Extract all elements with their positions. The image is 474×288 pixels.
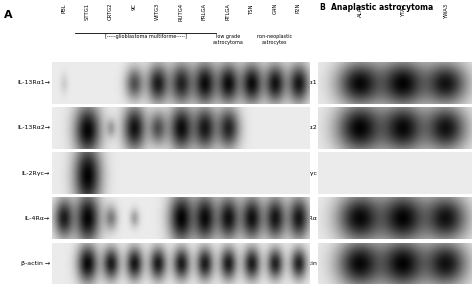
Text: IL-13Rα2: IL-13Rα2 <box>289 125 317 130</box>
Text: 9C: 9C <box>132 3 137 10</box>
Text: IL-13Rα1→: IL-13Rα1→ <box>17 80 50 85</box>
Text: G4N: G4N <box>273 3 277 14</box>
Text: β-actin: β-actin <box>295 261 317 266</box>
Text: IL-4Rα→: IL-4Rα→ <box>25 216 50 221</box>
Text: RTLGA: RTLGA <box>226 3 230 20</box>
Text: B  Anaplastic astrocytoma: B Anaplastic astrocytoma <box>320 3 433 12</box>
Text: PBL: PBL <box>61 3 66 13</box>
Text: IL-4Rα: IL-4Rα <box>297 216 317 221</box>
Text: non-neoplastic
astrocytes: non-neoplastic astrocytes <box>257 34 293 45</box>
Text: WITG3: WITG3 <box>155 3 160 20</box>
Text: ALA1: ALA1 <box>358 3 363 17</box>
Text: YTA2: YTA2 <box>401 3 406 16</box>
Text: IL-2Rγc→: IL-2Rγc→ <box>22 170 50 175</box>
Text: IL-2Rγc: IL-2Rγc <box>294 170 317 175</box>
Text: IL-13Rα2→: IL-13Rα2→ <box>17 125 50 130</box>
Text: low grade
astrocytoma: low grade astrocytoma <box>212 34 243 45</box>
Text: FRLGA: FRLGA <box>202 3 207 20</box>
Text: IL-13Rα1: IL-13Rα1 <box>289 80 317 85</box>
Text: [-----glioblastoma multiforme-----]: [-----glioblastoma multiforme-----] <box>105 34 187 39</box>
Text: RUTG4: RUTG4 <box>179 3 183 21</box>
Text: TSN: TSN <box>249 3 254 14</box>
Text: STTG1: STTG1 <box>85 3 90 20</box>
Text: β-actin →: β-actin → <box>21 261 50 266</box>
Text: P2N: P2N <box>296 3 301 13</box>
Text: CRTG2: CRTG2 <box>108 3 113 20</box>
Text: YWA3: YWA3 <box>444 3 449 18</box>
Text: A: A <box>4 10 13 20</box>
